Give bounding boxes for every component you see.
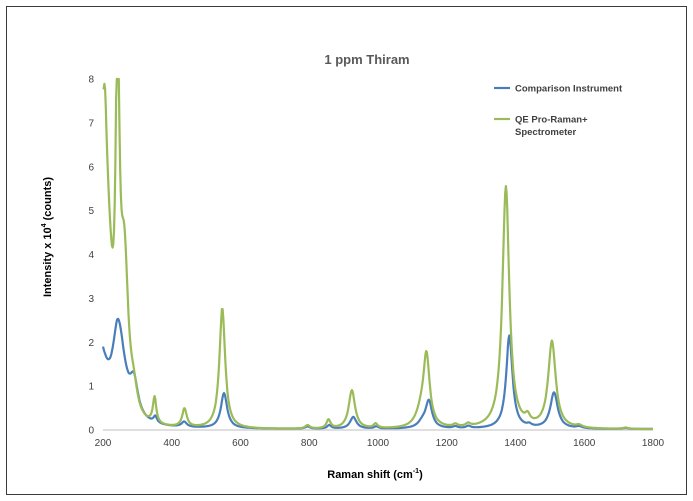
- y-tick-label: 8: [88, 75, 94, 86]
- legend: Comparison Instrument QE Pro-Raman+ Spec…: [494, 84, 623, 138]
- x-tick-label: 1600: [573, 438, 596, 449]
- series-line-qepro: [102, 77, 654, 431]
- y-tick-label: 0: [88, 426, 94, 437]
- x-tick-label: 1800: [642, 438, 665, 449]
- y-tick-label: 6: [88, 162, 94, 173]
- x-tick-label: 200: [95, 438, 112, 449]
- x-axis-ticks: 200 400 600 800 1000 1200 1400 1600 1800: [95, 438, 665, 449]
- chart-title: 1 ppm Thiram: [324, 52, 409, 67]
- y-tick-label: 7: [88, 118, 94, 129]
- series-line-comparison: [101, 317, 654, 430]
- y-tick-label: 4: [88, 250, 94, 261]
- series-lines: [101, 77, 654, 431]
- x-tick-label: 600: [232, 438, 249, 449]
- x-tick-label: 800: [301, 438, 318, 449]
- y-tick-label: 3: [88, 294, 94, 305]
- y-axis-ticks: 0 1 2 3 4 5 6 7 8: [88, 75, 94, 437]
- x-tick-label: 1400: [504, 438, 527, 449]
- x-tick-label: 1200: [436, 438, 459, 449]
- x-tick-label: 400: [163, 438, 180, 449]
- x-axis-label: Raman shift (cm-1): [327, 468, 423, 481]
- y-axis-label: Intensity x 104 (counts): [41, 177, 54, 297]
- legend-label-qepro-line1: QE Pro-Raman+: [515, 115, 588, 126]
- legend-label-comparison: Comparison Instrument: [515, 84, 623, 95]
- legend-label-qepro-line2: Spectrometer: [515, 127, 577, 138]
- y-tick-label: 2: [88, 338, 94, 349]
- y-tick-label: 5: [88, 206, 94, 217]
- x-tick-label: 1000: [367, 438, 390, 449]
- y-tick-label: 1: [88, 382, 94, 393]
